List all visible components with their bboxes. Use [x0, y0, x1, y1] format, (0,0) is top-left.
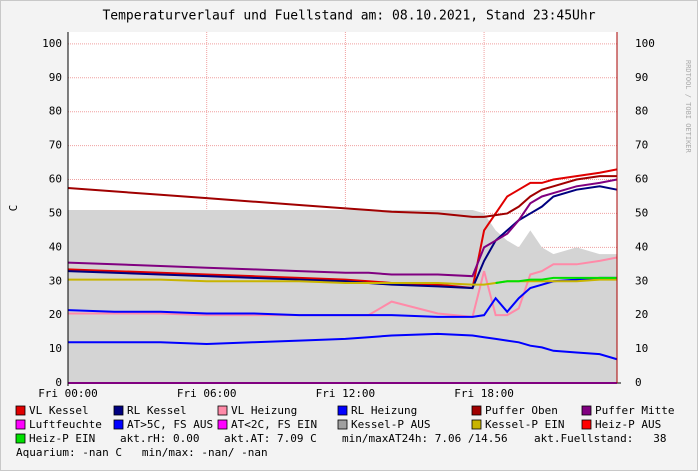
legend-swatch — [581, 405, 592, 416]
note: akt.Fuellstand: 38 — [534, 432, 666, 445]
y-axis-label: C — [7, 205, 20, 212]
y-tick-label: 60 — [49, 173, 62, 186]
note: min/maxAT24h: 7.06 /14.56 — [342, 432, 508, 445]
y-tick-label: 50 — [49, 206, 62, 219]
legend-label: Luftfeuchte — [29, 418, 102, 431]
legend-label: Puffer Oben — [485, 404, 558, 417]
legend-swatch — [113, 405, 124, 416]
y-tick-label: 40 — [49, 240, 62, 253]
legend-swatch — [113, 419, 124, 430]
legend-swatch — [217, 405, 228, 416]
legend-swatch — [337, 419, 348, 430]
legend-label: Puffer Mitte — [595, 404, 674, 417]
legend-label: AT>5C, FS AUS — [127, 418, 213, 431]
legend-label: Kessel-P AUS — [351, 418, 430, 431]
y-tick-label: 30 — [49, 274, 62, 287]
y2-tick-label: 90 — [635, 71, 648, 84]
legend-label: Heiz-P EIN — [29, 432, 95, 445]
legend-swatch — [15, 419, 26, 430]
legend-label: AT<2C, FS EIN — [231, 418, 317, 431]
y-tick-label: 100 — [42, 37, 62, 50]
y-tick-label: 0 — [55, 376, 62, 389]
note: akt.AT: 7.09 C — [224, 432, 317, 445]
y2-tick-label: 10 — [635, 342, 648, 355]
legend-swatch — [337, 405, 348, 416]
y2-tick-label: 60 — [635, 173, 648, 186]
y2-tick-label: 30 — [635, 274, 648, 287]
legend-label: RL Heizung — [351, 404, 417, 417]
legend-label: RL Kessel — [127, 404, 187, 417]
y-tick-label: 70 — [49, 139, 62, 152]
y2-tick-label: 40 — [635, 240, 648, 253]
line — [495, 276, 617, 284]
y2-tick-label: 20 — [635, 308, 648, 321]
y2-tick-label: 70 — [635, 139, 648, 152]
line — [67, 276, 617, 318]
y-tick-label: 20 — [49, 308, 62, 321]
chart-title: Temperaturverlauf und Fuellstand am: 08.… — [102, 9, 595, 24]
note: akt.rH: 0.00 — [120, 432, 199, 445]
legend-swatch — [471, 405, 482, 416]
legend-swatch — [581, 419, 592, 430]
legend-swatch — [471, 419, 482, 430]
legend-label: Heiz-P AUS — [595, 418, 661, 431]
legend-swatch — [15, 433, 26, 444]
x-tick-label: Fri 06:00 — [177, 387, 237, 400]
y-tick-label: 90 — [49, 71, 62, 84]
watermark: RRDTOOL / TOBI OETIKER — [684, 60, 692, 154]
line — [67, 175, 617, 218]
line — [68, 332, 618, 361]
line — [67, 185, 618, 290]
legend-label: VL Heizung — [231, 404, 297, 417]
line — [67, 178, 618, 278]
legend-swatch — [15, 405, 26, 416]
line — [68, 278, 617, 286]
y-tick-label: 10 — [49, 342, 62, 355]
x-tick-label: Fri 12:00 — [316, 387, 376, 400]
note: Aquarium: -nan C min/max: -nan/ -nan — [16, 446, 268, 459]
y2-tick-label: 80 — [635, 105, 648, 118]
x-tick-label: Fri 00:00 — [38, 387, 98, 400]
y2-tick-label: 0 — [635, 376, 642, 389]
y-tick-label: 80 — [49, 105, 62, 118]
legend-label: VL Kessel — [29, 404, 89, 417]
legend-swatch — [217, 419, 228, 430]
y2-tick-label: 50 — [635, 206, 648, 219]
y2-tick-label: 100 — [635, 37, 655, 50]
x-tick-label: Fri 18:00 — [454, 387, 514, 400]
legend-label: Kessel-P EIN — [485, 418, 564, 431]
